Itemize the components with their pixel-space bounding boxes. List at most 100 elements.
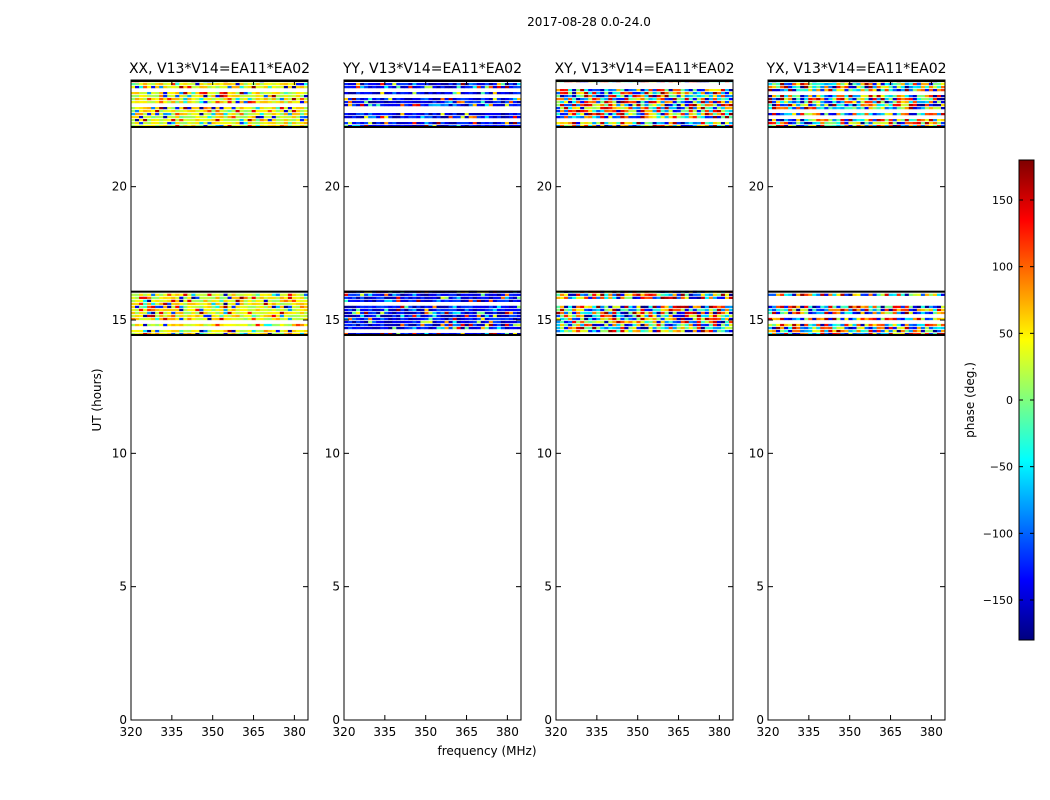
data-cell (792, 113, 797, 116)
data-cell (227, 107, 232, 110)
data-cell (652, 107, 657, 110)
data-cell (636, 320, 641, 324)
data-cell (708, 110, 714, 113)
data-cell (792, 95, 797, 98)
data-cell (904, 323, 910, 327)
data-cell (724, 293, 730, 296)
data-cell (432, 116, 437, 119)
data-cell (227, 86, 232, 89)
data-cell (388, 320, 393, 324)
data-cell (644, 296, 649, 299)
data-cell (219, 95, 224, 98)
data-cell (263, 98, 269, 101)
data-cell (263, 110, 269, 113)
data-cell (900, 317, 906, 321)
data-cell (155, 86, 160, 89)
data-cell (800, 95, 805, 98)
data-cell (828, 122, 833, 125)
data-cell (620, 329, 625, 333)
data-cell (500, 296, 506, 299)
data-cell (720, 308, 726, 312)
data-cell (612, 107, 617, 110)
data-cell (700, 296, 706, 299)
data-cell (668, 329, 673, 333)
data-cell (640, 92, 645, 95)
data-cell (928, 104, 934, 107)
data-cell (696, 317, 702, 321)
data-cell (560, 314, 565, 318)
data-cell (804, 311, 809, 315)
data-cell (592, 89, 597, 92)
data-cell (131, 107, 136, 110)
data-cell (420, 317, 425, 321)
data-cell (291, 92, 297, 95)
data-cell (380, 122, 385, 125)
data-cell (660, 113, 665, 116)
data-cell (504, 314, 510, 318)
data-cell (568, 110, 573, 113)
data-cell (800, 329, 805, 333)
data-cell (231, 323, 236, 327)
data-cell (644, 110, 649, 113)
data-cell (163, 86, 168, 89)
data-cell (432, 101, 437, 104)
data-cell (496, 308, 502, 312)
data-cell (592, 311, 597, 315)
data-cell (199, 113, 204, 116)
data-cell (644, 314, 649, 318)
data-cell (388, 323, 393, 327)
data-cell (392, 296, 397, 299)
data-cell (860, 311, 865, 315)
data-cell (912, 122, 918, 125)
data-cell (476, 86, 482, 89)
data-cell (187, 116, 192, 119)
data-cell (271, 95, 277, 98)
data-cell (215, 92, 220, 95)
data-cell (420, 320, 425, 324)
data-cell (263, 122, 269, 125)
data-cell (199, 122, 204, 125)
data-cell (239, 311, 244, 315)
data-cell (612, 98, 617, 101)
data-cell (147, 314, 152, 318)
data-cell (860, 89, 865, 92)
data-cell (916, 86, 922, 89)
data-cell (632, 323, 637, 327)
data-cell (568, 101, 573, 104)
data-cell (368, 98, 373, 101)
data-cell (616, 95, 621, 98)
data-cell (712, 89, 718, 92)
data-cell (291, 119, 297, 122)
data-cell (712, 323, 718, 327)
data-cell (596, 89, 601, 92)
data-cell (139, 110, 144, 113)
data-cell (195, 293, 200, 296)
data-cell (884, 326, 889, 330)
data-cell (600, 308, 605, 312)
data-cell (692, 317, 698, 321)
data-cell (828, 83, 833, 86)
data-cell (816, 95, 821, 98)
data-cell (728, 92, 734, 95)
data-cell (868, 89, 873, 92)
data-cell (171, 83, 176, 86)
data-cell (616, 326, 621, 330)
data-cell (388, 83, 393, 86)
data-cell (279, 296, 285, 299)
data-cell (436, 314, 441, 318)
data-cell (163, 107, 168, 110)
data-cell (215, 305, 220, 309)
data-cell (303, 302, 309, 306)
data-cell (436, 116, 441, 119)
data-cell (508, 326, 514, 330)
data-cell (444, 116, 449, 119)
data-cell (584, 95, 589, 98)
data-cell (644, 101, 649, 104)
data-cell (504, 293, 510, 296)
data-cell (704, 92, 710, 95)
data-cell (720, 311, 726, 315)
data-cell (344, 308, 349, 312)
data-cell (227, 113, 232, 116)
data-cell (676, 92, 681, 95)
data-cell (808, 104, 813, 107)
